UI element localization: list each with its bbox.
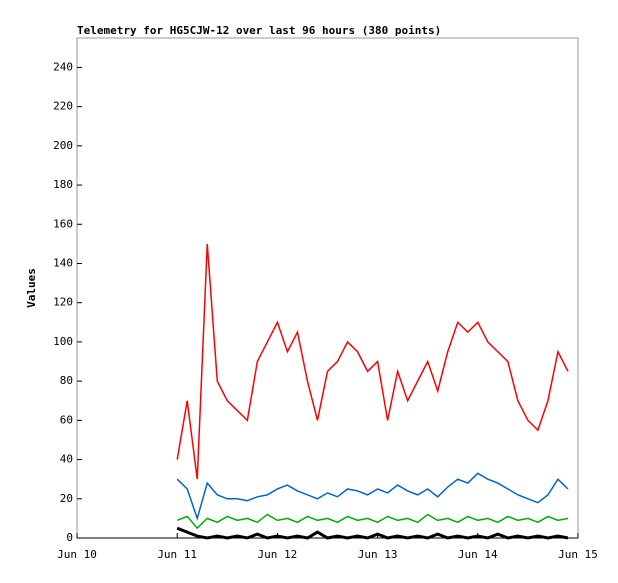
y-tick-label: 0	[66, 531, 73, 544]
y-tick-label: 140	[53, 256, 73, 269]
y-tick-label: 200	[53, 139, 73, 152]
series-line	[176, 513, 569, 530]
series-line	[176, 472, 569, 521]
plot-frame	[76, 37, 579, 539]
y-tick-label: 80	[60, 374, 73, 387]
y-tick-label: 160	[53, 217, 73, 230]
y-tick-label: 60	[60, 413, 73, 426]
y-tick-label: 240	[53, 60, 73, 73]
series-line	[176, 243, 569, 480]
x-tick-label: Jun 11	[157, 548, 197, 561]
x-tick-label: Jun 10	[57, 548, 97, 561]
x-tick-label: Jun 12	[258, 548, 298, 561]
y-tick-label: 180	[53, 178, 73, 191]
y-tick-label: 20	[60, 492, 73, 505]
x-tick-label: Jun 13	[358, 548, 398, 561]
y-tick-label: 120	[53, 296, 73, 309]
chart-title: Telemetry for HG5CJW-12 over last 96 hou…	[77, 24, 441, 37]
y-tick-label: 40	[60, 453, 73, 466]
x-tick-label: Jun 14	[458, 548, 498, 561]
y-tick-label: 220	[53, 100, 73, 113]
series-line	[176, 526, 569, 540]
y-tick-label: 100	[53, 335, 73, 348]
x-tick-label: Jun 15	[558, 548, 598, 561]
y-axis-label: Values	[25, 268, 38, 308]
